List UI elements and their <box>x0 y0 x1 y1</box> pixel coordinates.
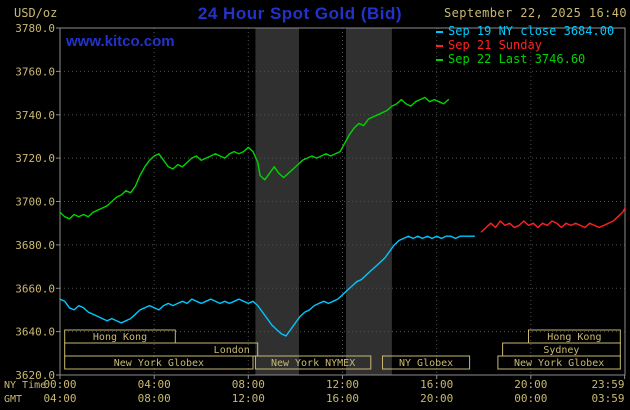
session-label: New York Globex <box>114 358 204 369</box>
x-axis-label-ny: 23:59 <box>591 378 624 391</box>
gmt-axis-title: GMT <box>4 394 22 405</box>
session-box <box>497 355 621 370</box>
x-axis-label-ny: 20:00 <box>514 378 547 391</box>
page-title: 24 Hour Spot Gold (Bid) <box>197 4 403 23</box>
series-sep-19-ny-close <box>59 235 475 337</box>
x-axis-label-gmt: 03:59 <box>591 392 624 405</box>
session-label: Hong Kong <box>93 332 147 343</box>
x-axis-label-ny: 04:00 <box>138 378 171 391</box>
kitco-watermark-link[interactable]: www.kitco.com <box>66 33 175 50</box>
shaded-band <box>255 28 299 375</box>
y-axis-label: 3760.0 <box>15 65 55 78</box>
session-label: London <box>214 345 250 356</box>
legend-item-sep22: Sep 22 Last 3746.60 <box>436 52 614 66</box>
ny-time-axis-title: NY Time <box>4 380 46 391</box>
y-axis-label: 3660.0 <box>15 282 55 295</box>
x-axis-label-ny: 08:00 <box>232 378 265 391</box>
session-label: Sydney <box>543 345 579 356</box>
legend-label: Sep 21 Sunday <box>448 38 542 52</box>
legend-item-sep21: Sep 21 Sunday <box>436 38 614 52</box>
legend-label: Sep 19 NY close 3684.00 <box>448 24 615 38</box>
x-axis-label-ny: 16:00 <box>420 378 453 391</box>
chart-datetime: September 22, 2025 16:40 <box>444 6 627 20</box>
x-axis-label-ny: 00:00 <box>43 378 76 391</box>
legend-dash-icon <box>436 30 443 33</box>
unit-label: USD/oz <box>14 6 58 20</box>
y-axis-label: 3720.0 <box>15 152 55 165</box>
x-axis-label-gmt: 00:00 <box>514 392 547 405</box>
legend-label: Sep 22 Last 3746.60 <box>448 52 586 66</box>
session-label: NY Globex <box>399 358 453 369</box>
session-label: Hong Kong <box>547 332 601 343</box>
legend-dash-icon <box>436 58 443 61</box>
x-axis-label-gmt: 08:00 <box>138 392 171 405</box>
y-axis-label: 3740.0 <box>15 109 55 122</box>
x-axis-label-gmt: 16:00 <box>326 392 359 405</box>
y-axis-label: 3780.0 <box>15 22 55 35</box>
y-axis-label: 3620.0 <box>15 369 55 382</box>
x-axis-label-gmt: 20:00 <box>420 392 453 405</box>
session-box <box>64 355 254 370</box>
legend-dash-icon <box>436 44 443 47</box>
legend-item-sep19: Sep 19 NY close 3684.00 <box>436 24 614 38</box>
x-axis-label-ny: 12:00 <box>326 378 359 391</box>
session-box <box>254 355 372 370</box>
series-sep-21-sunday <box>480 207 626 233</box>
x-axis-label-gmt: 04:00 <box>43 392 76 405</box>
session-box <box>382 355 471 370</box>
series-sep-22-last <box>59 96 450 220</box>
plot-border <box>59 27 626 376</box>
session-label: New York Globex <box>514 358 604 369</box>
y-axis-label: 3700.0 <box>15 196 55 209</box>
y-axis-label: 3680.0 <box>15 239 55 252</box>
chart-legend: Sep 19 NY close 3684.00 Sep 21 Sunday Se… <box>436 24 614 66</box>
y-axis-label: 3640.0 <box>15 326 55 339</box>
x-axis-label-gmt: 12:00 <box>232 392 265 405</box>
session-label: New York NYMEX <box>271 358 355 369</box>
